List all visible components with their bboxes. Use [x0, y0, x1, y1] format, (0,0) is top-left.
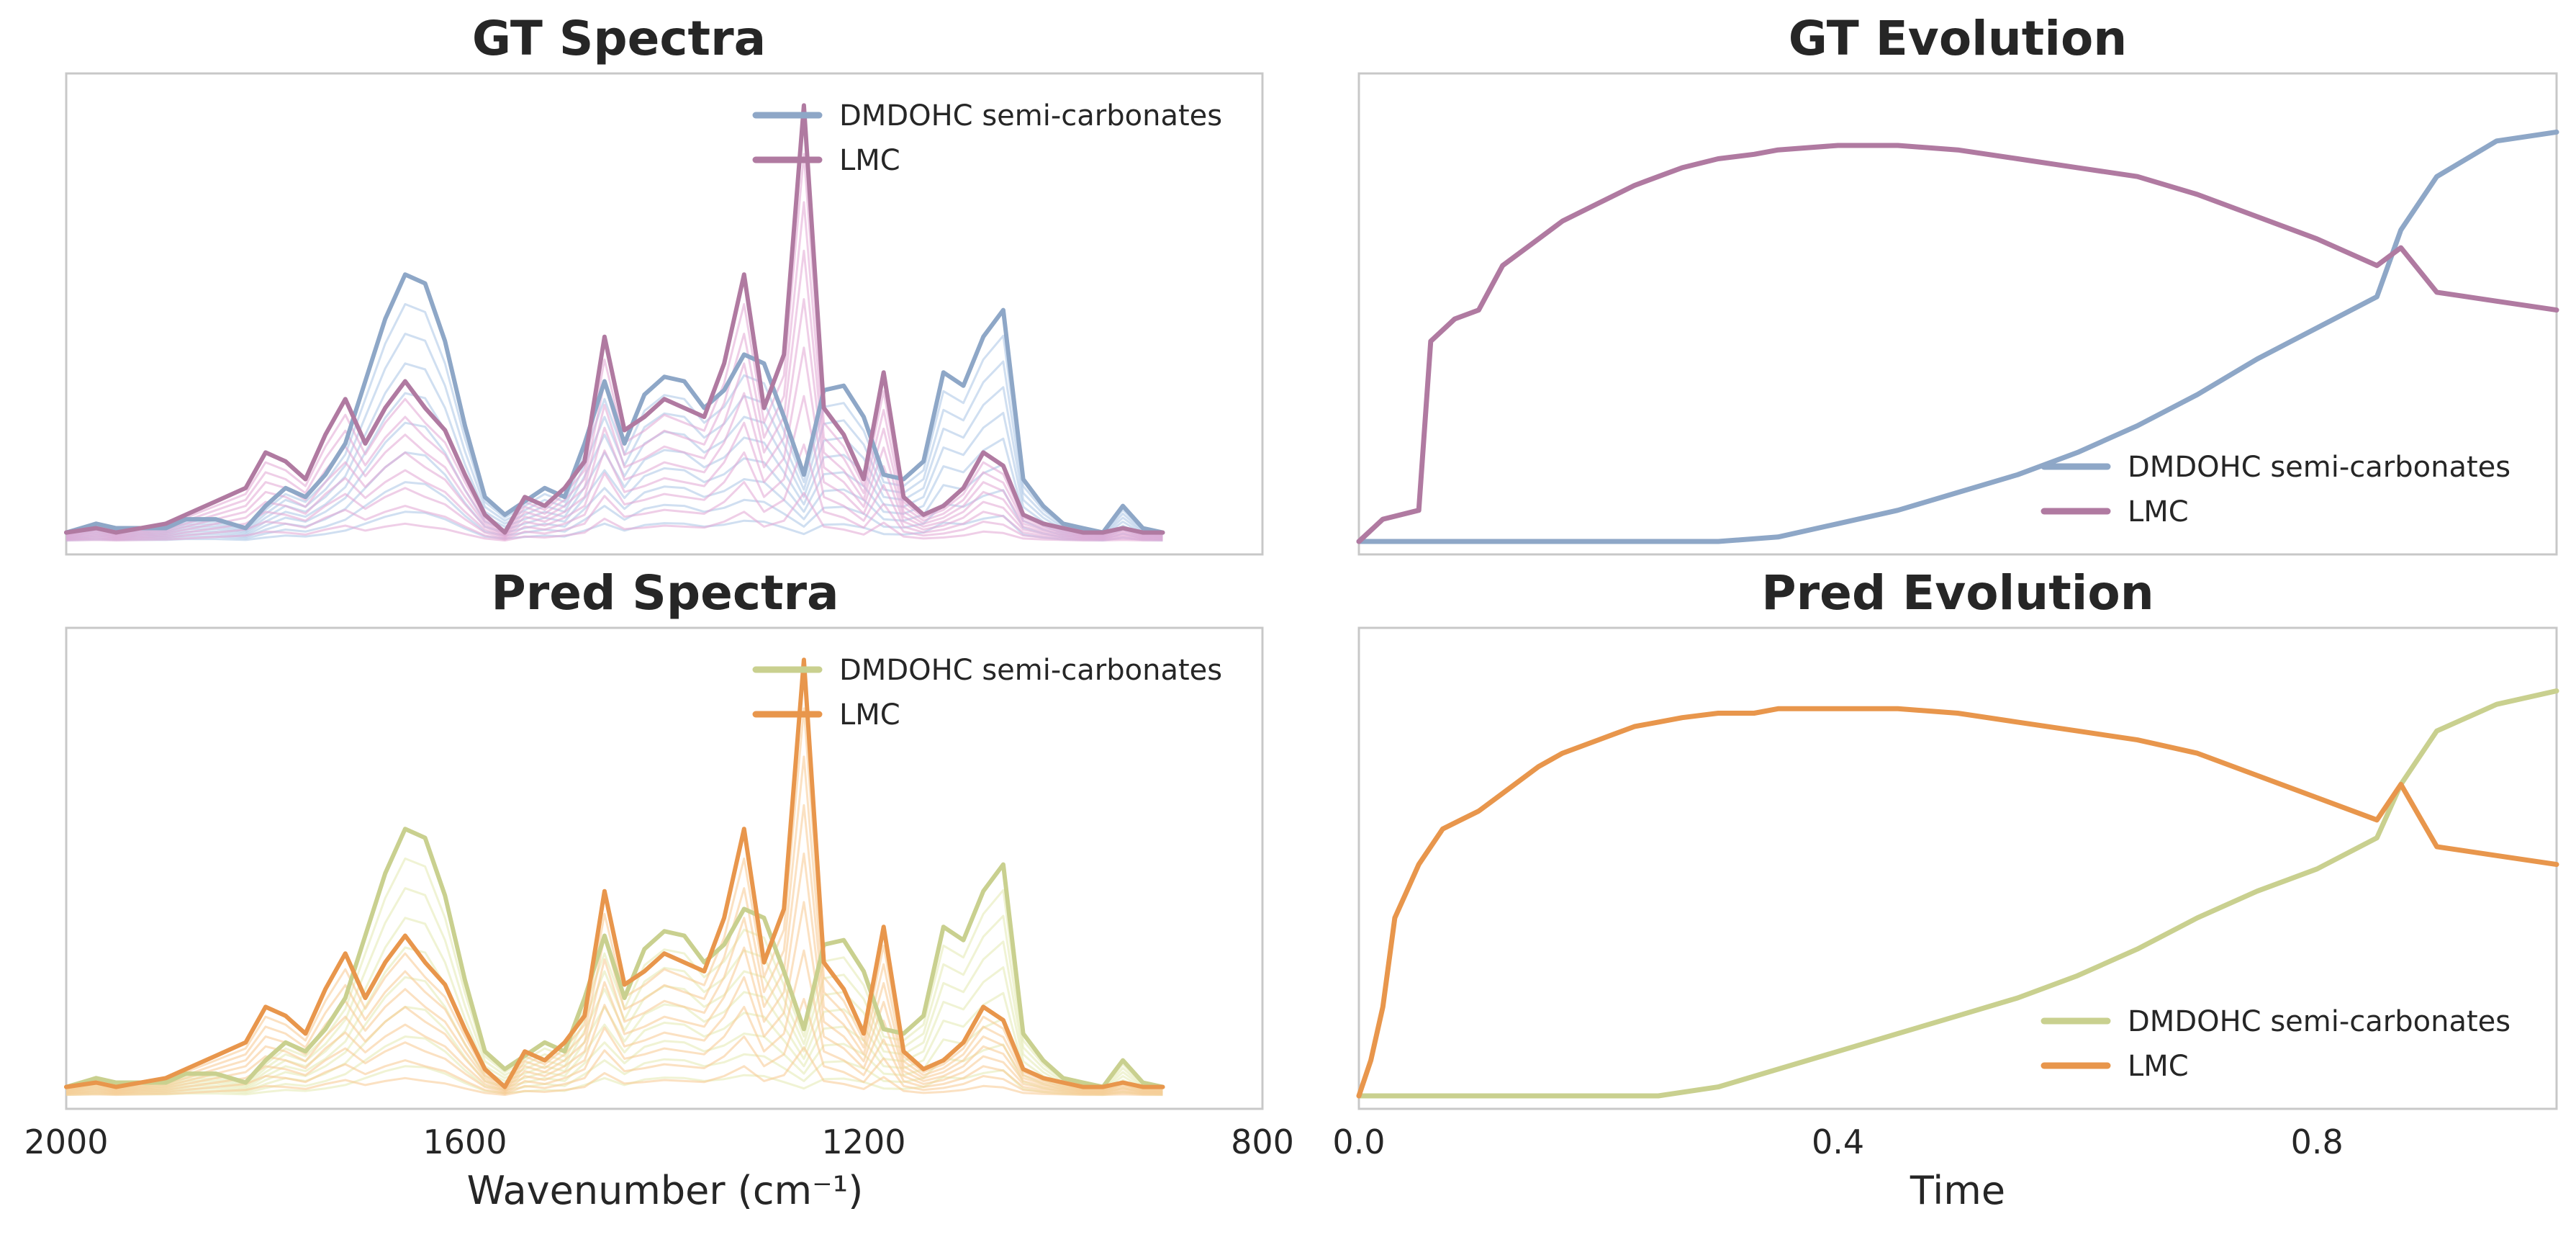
series-line-dmdohc-semi-carbonates — [1356, 129, 2559, 544]
title-pred-evolution: Pred Evolution — [1761, 565, 2154, 621]
title-pred-spectra: Pred Spectra — [491, 565, 839, 621]
panel-gt-evolution: GT Evolution DMDOHC semi-carbonates LMC — [1356, 11, 2559, 556]
xlabel-spectra: Wavenumber (cm⁻¹) — [467, 1168, 864, 1213]
plot-pred-evolution — [1356, 688, 2559, 1099]
faded-trace-dmdohc-semi-carbonates-5 — [65, 946, 1163, 1092]
faded-trace-lmc-8 — [65, 153, 1163, 535]
xticks-pred-spectra: 2000 1600 1200 800 — [24, 1123, 1293, 1161]
faded-trace-lmc-2 — [65, 443, 1163, 541]
series-line-lmc — [64, 103, 1165, 535]
series-line-lmc — [1356, 143, 2559, 544]
frame-gt-evolution — [1357, 72, 2558, 556]
faded-trace-lmc-2 — [65, 997, 1163, 1095]
series-line-lmc — [1356, 706, 2559, 1099]
panel-pred-evolution: Pred Evolution DMDOHC semi-carbonates LMC… — [1332, 565, 2559, 1213]
legend-label-lmc: LMC — [2128, 1050, 2189, 1083]
plot-pred-spectra — [64, 657, 1165, 1097]
legend-pred-spectra: DMDOHC semi-carbonates LMC — [752, 654, 1222, 732]
faded-trace-dmdohc-semi-carbonates-1 — [65, 510, 1163, 542]
plot-gt-spectra — [64, 103, 1165, 542]
frame-gt-spectra — [65, 72, 1264, 556]
faded-trace-lmc-1 — [65, 492, 1163, 542]
legend-gt-evolution: DMDOHC semi-carbonates LMC — [2041, 451, 2511, 528]
faded-trace-dmdohc-semi-carbonates-5 — [65, 392, 1163, 538]
series-line-dmdohc-semi-carbonates — [64, 827, 1165, 1089]
xtick-label-2000: 2000 — [24, 1123, 108, 1161]
panel-pred-spectra: Pred Spectra DMDOHC semi-carbonates LMC 2… — [24, 565, 1293, 1213]
xtick-label-1600: 1600 — [422, 1123, 507, 1161]
xticks-pred-evolution: 0.0 0.4 0.8 — [1332, 1123, 2343, 1161]
xtick-label-1200: 1200 — [821, 1123, 905, 1161]
faded-trace-dmdohc-semi-carbonates-8 — [65, 302, 1163, 535]
panel-gt-spectra: GT Spectra DMDOHC semi-carbonates LMC — [64, 11, 1264, 556]
plot-gt-evolution — [1356, 129, 2559, 544]
series-line-lmc — [64, 657, 1165, 1089]
faded-trace-lmc-1 — [65, 1046, 1163, 1097]
faded-trace-lmc-5 — [65, 298, 1163, 538]
legend-pred-evolution: DMDOHC semi-carbonates LMC — [2041, 1005, 2511, 1083]
legend-label-lmc: LMC — [839, 144, 900, 177]
legend-label-dmdohc-semi-carbonates: DMDOHC semi-carbonates — [839, 99, 1222, 132]
faded-trace-lmc-4 — [65, 901, 1163, 1093]
faded-trace-lmc-3 — [65, 949, 1163, 1094]
xlabel-time: Time — [1910, 1168, 2005, 1213]
faded-trace-lmc-3 — [65, 395, 1163, 540]
faded-trace-lmc-4 — [65, 346, 1163, 539]
legend-label-lmc: LMC — [2128, 495, 2189, 528]
frame-pred-spectra — [65, 626, 1264, 1110]
faded-trace-lmc-5 — [65, 853, 1163, 1092]
legend-label-lmc: LMC — [839, 698, 900, 732]
xtick-label-0-0: 0.0 — [1332, 1123, 1385, 1161]
xtick-label-800: 800 — [1231, 1123, 1294, 1161]
title-gt-evolution: GT Evolution — [1789, 11, 2128, 66]
faded-trace-dmdohc-semi-carbonates-4 — [65, 976, 1163, 1093]
faded-trace-dmdohc-semi-carbonates-8 — [65, 857, 1163, 1089]
xtick-label-0-8: 0.8 — [2291, 1123, 2344, 1161]
faded-trace-lmc-7 — [65, 201, 1163, 536]
faded-trace-dmdohc-semi-carbonates-4 — [65, 421, 1163, 539]
series-line-dmdohc-semi-carbonates — [64, 272, 1165, 535]
faded-trace-dmdohc-semi-carbonates-1 — [65, 1065, 1163, 1097]
frame-pred-evolution — [1357, 626, 2558, 1110]
faded-trace-lmc-7 — [65, 755, 1163, 1090]
xtick-label-0-4: 0.4 — [1812, 1123, 1864, 1161]
legend-label-dmdohc-semi-carbonates: DMDOHC semi-carbonates — [2128, 451, 2511, 484]
legend-gt-spectra: DMDOHC semi-carbonates LMC — [752, 99, 1222, 177]
faded-trace-lmc-8 — [65, 707, 1163, 1089]
legend-label-dmdohc-semi-carbonates: DMDOHC semi-carbonates — [839, 654, 1222, 687]
legend-label-dmdohc-semi-carbonates: DMDOHC semi-carbonates — [2128, 1005, 2511, 1038]
title-gt-spectra: GT Spectra — [472, 11, 766, 66]
